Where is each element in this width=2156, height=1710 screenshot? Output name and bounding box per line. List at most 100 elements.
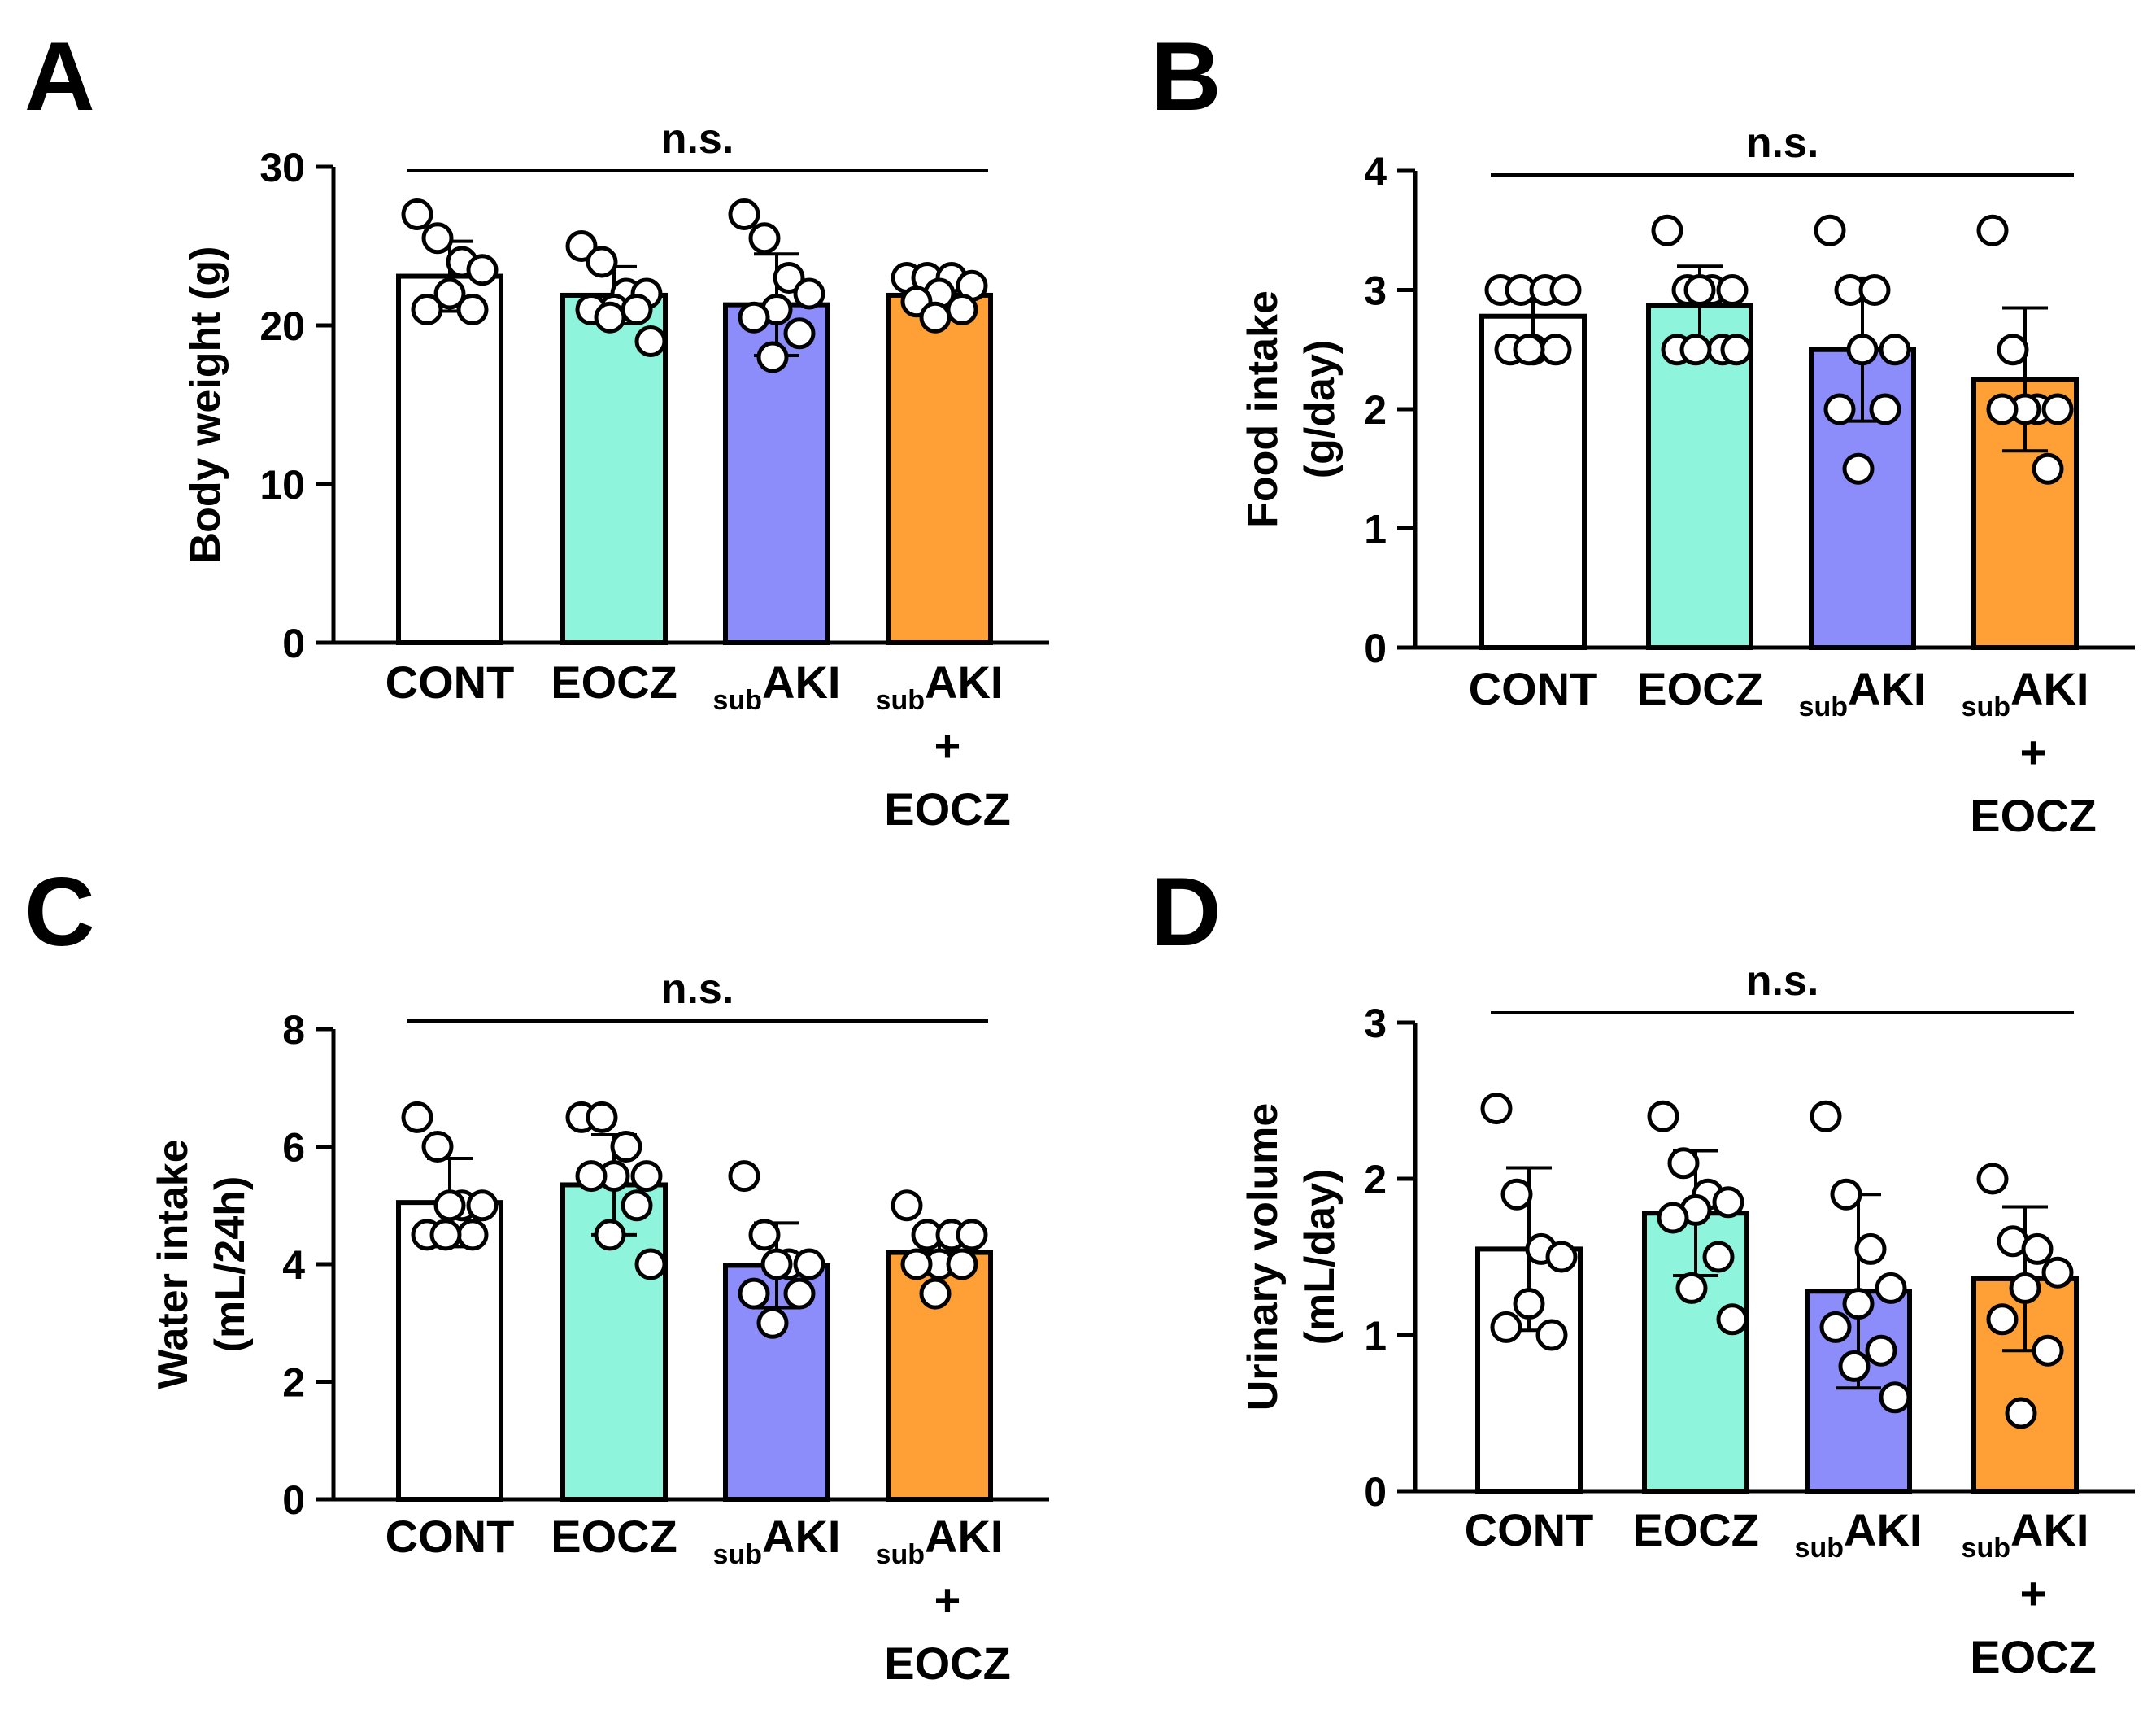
x-category-main: AKI (1848, 663, 1926, 714)
y-tick-label: 0 (1364, 1469, 1387, 1515)
data-point (1986, 393, 2019, 425)
x-category-label-line: EOCZ (884, 1638, 1011, 1689)
y-tick-label: 1 (1364, 1313, 1387, 1359)
y-tick-label: 20 (259, 303, 305, 349)
data-point (738, 301, 770, 334)
data-point (1675, 1272, 1708, 1304)
data-point (783, 1277, 816, 1310)
data-point (748, 222, 781, 255)
panel-letter: C (24, 857, 95, 966)
data-point (1679, 334, 1712, 366)
x-category-main: AKI (762, 1511, 840, 1562)
data-point (1879, 1381, 1911, 1414)
x-category-label-line: + (2020, 726, 2047, 778)
x-category-label: subAKI (1795, 1504, 1923, 1564)
data-point (728, 1160, 760, 1193)
data-point (1513, 334, 1545, 366)
x-category-label: subAKI (1799, 663, 1927, 722)
data-point (919, 301, 952, 334)
data-point (1976, 214, 2009, 246)
data-point (1535, 1319, 1568, 1351)
x-category-label: subAKI (713, 657, 841, 716)
data-point (466, 254, 499, 286)
data-point (756, 341, 789, 373)
data-point (575, 1160, 608, 1193)
data-point (783, 317, 816, 350)
data-point (1540, 334, 1572, 366)
data-point (1490, 1311, 1522, 1343)
y-axis-title: (mL/day) (1296, 1169, 1344, 1346)
y-axis-title: Body weight (g) (182, 246, 229, 564)
data-point (1842, 452, 1875, 485)
y-tick-label: 4 (1364, 149, 1387, 194)
data-point (1875, 1272, 1907, 1304)
data-point (2021, 1232, 2054, 1265)
x-category-label-line: EOCZ (1970, 790, 2097, 841)
y-tick-label: 30 (259, 145, 305, 190)
data-point (2041, 393, 2074, 425)
data-point (760, 1248, 793, 1280)
x-category-label: subAKI (876, 1511, 1004, 1570)
data-point (2005, 1397, 2037, 1429)
data-point (433, 1189, 466, 1222)
data-point (586, 246, 618, 278)
data-point (1716, 1303, 1749, 1336)
x-category-label: EOCZ (1636, 663, 1763, 714)
y-axis-title: Water intake (150, 1139, 197, 1389)
y-tick-label: 0 (282, 621, 305, 666)
y-tick-label: 4 (282, 1242, 305, 1288)
data-point (891, 1189, 923, 1222)
x-category-label: CONT (1465, 1504, 1594, 1555)
x-category-label: EOCZ (551, 1511, 677, 1562)
x-category-label: CONT (385, 657, 515, 708)
data-point (1858, 274, 1891, 306)
data-point (728, 198, 760, 230)
data-point (421, 222, 454, 255)
y-tick-label: 2 (282, 1360, 305, 1406)
data-point (1549, 274, 1582, 306)
x-category-subscript: sub (1799, 691, 1848, 722)
x-category-label: EOCZ (551, 657, 677, 708)
data-point (621, 1189, 653, 1222)
data-point (1823, 393, 1856, 425)
data-point (429, 1219, 462, 1251)
x-category-main: AKI (925, 1511, 1003, 1562)
significance-label: n.s. (1746, 958, 1819, 1005)
significance-label: n.s. (661, 966, 734, 1013)
y-axis-title: (g/day) (1296, 340, 1344, 478)
y-tick-label: 2 (1364, 1157, 1387, 1202)
data-point (1683, 274, 1716, 306)
x-category-main: AKI (1844, 1504, 1922, 1555)
data-point (1647, 1100, 1679, 1132)
significance-label: n.s. (661, 116, 734, 163)
data-point (1976, 1163, 2009, 1195)
x-category-main: AKI (925, 657, 1003, 708)
data-point (1667, 1147, 1700, 1180)
x-category-label-line: EOCZ (1970, 1631, 2097, 1682)
y-axis-title: Food intake (1239, 290, 1287, 528)
y-tick-label: 1 (1364, 507, 1387, 552)
data-point (634, 1248, 667, 1280)
x-category-main: AKI (2010, 663, 2088, 714)
x-category-label-line: + (934, 720, 961, 771)
data-point (466, 1189, 499, 1222)
x-category-main: AKI (2010, 1504, 2088, 1555)
x-category-label-line: EOCZ (884, 783, 1011, 835)
data-point (1854, 1232, 1887, 1265)
y-tick-label: 10 (259, 462, 305, 508)
bar (396, 273, 503, 645)
data-point (610, 1131, 642, 1163)
data-point (748, 1219, 781, 1251)
x-category-subscript: sub (713, 685, 762, 716)
data-point (773, 262, 805, 294)
data-point (421, 1131, 454, 1163)
data-point (1838, 1350, 1871, 1382)
data-point (1869, 393, 1901, 425)
panel-letter: A (24, 22, 95, 131)
x-category-subscript: sub (1962, 691, 2010, 722)
y-tick-label: 0 (1364, 626, 1387, 671)
data-point (411, 294, 443, 325)
